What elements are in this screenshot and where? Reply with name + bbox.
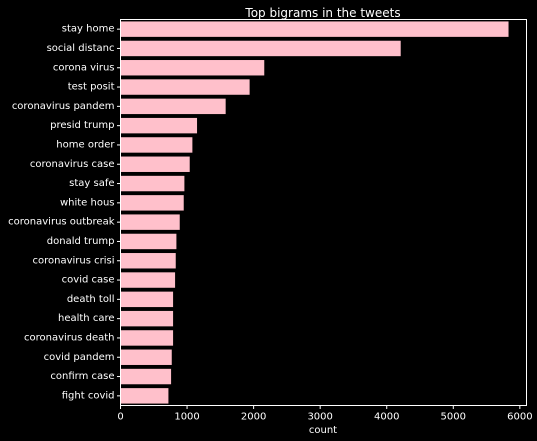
bar-stay-home: [120, 21, 509, 37]
x-axis-label: count: [309, 425, 337, 436]
bar-covid-case: [120, 272, 176, 288]
chart-title: Top bigrams in the tweets: [244, 6, 400, 20]
category-label-coronavirus-case: coronavirus case: [30, 159, 115, 170]
bar-stay-safe: [120, 175, 185, 192]
bar-coronavirus-outbreak: [120, 214, 180, 230]
bar-confirm-case: [120, 368, 172, 385]
bar-white-hous: [120, 195, 184, 211]
category-label-confirm-case: confirm case: [50, 371, 114, 382]
bar-covid-pandem: [120, 349, 172, 365]
category-label-fight-covid: fight covid: [62, 390, 115, 401]
category-label-coronavirus-crisi: coronavirus crisi: [32, 255, 114, 266]
category-label-presid-trump: presid trump: [50, 120, 114, 131]
category-label-test-posit: test posit: [68, 82, 115, 93]
x-ticks-group: 0 1000 2000 3000 4000 5000 6000: [117, 405, 533, 423]
category-label-white-hous: white hous: [60, 197, 115, 208]
bar-health-care: [120, 310, 174, 327]
category-label-stay-home: stay home: [62, 24, 115, 35]
bar-coronavirus-death: [120, 330, 174, 346]
bar-donald-trump: [120, 233, 177, 250]
plot-frame: [120, 19, 527, 406]
bar-fight-covid: [120, 388, 169, 404]
x-tick-label-2000: 2000: [241, 412, 266, 423]
bar-coronavirus-pandem: [120, 98, 226, 115]
category-label-coronavirus-pandem: coronavirus pandem: [12, 101, 115, 112]
bar-test-posit: [120, 79, 250, 95]
category-label-covid-pandem: covid pandem: [44, 352, 115, 363]
x-tick-label-0: 0: [117, 412, 123, 423]
category-label-death-toll: death toll: [67, 294, 115, 305]
category-label-coronavirus-death: coronavirus death: [24, 332, 115, 343]
bar-coronavirus-crisi: [120, 253, 176, 269]
category-label-coronavirus-outbreak: coronavirus outbreak: [8, 217, 115, 228]
bar-social-distanc: [120, 40, 401, 57]
category-labels-group: stay home social distanc corona virus test …: [8, 24, 121, 401]
bar-corona-virus: [120, 60, 265, 76]
bars-group: [120, 21, 509, 404]
category-label-covid-case: covid case: [62, 275, 115, 286]
x-tick-label-5000: 5000: [441, 412, 466, 423]
bar-death-toll: [120, 291, 174, 308]
category-label-home-order: home order: [56, 139, 115, 150]
x-tick-label-4000: 4000: [374, 412, 399, 423]
bar-presid-trump: [120, 117, 198, 134]
category-label-social-distanc: social distanc: [47, 43, 115, 54]
category-label-donald-trump: donald trump: [47, 236, 115, 247]
x-tick-label-1000: 1000: [174, 412, 199, 423]
category-label-corona-virus: corona virus: [53, 62, 115, 73]
bar-coronavirus-case: [120, 156, 190, 172]
x-tick-label-3000: 3000: [307, 412, 332, 423]
category-label-stay-safe: stay safe: [69, 178, 114, 189]
x-tick-label-6000: 6000: [507, 412, 532, 423]
bar-home-order: [120, 137, 193, 153]
category-label-health-care: health care: [58, 313, 115, 324]
